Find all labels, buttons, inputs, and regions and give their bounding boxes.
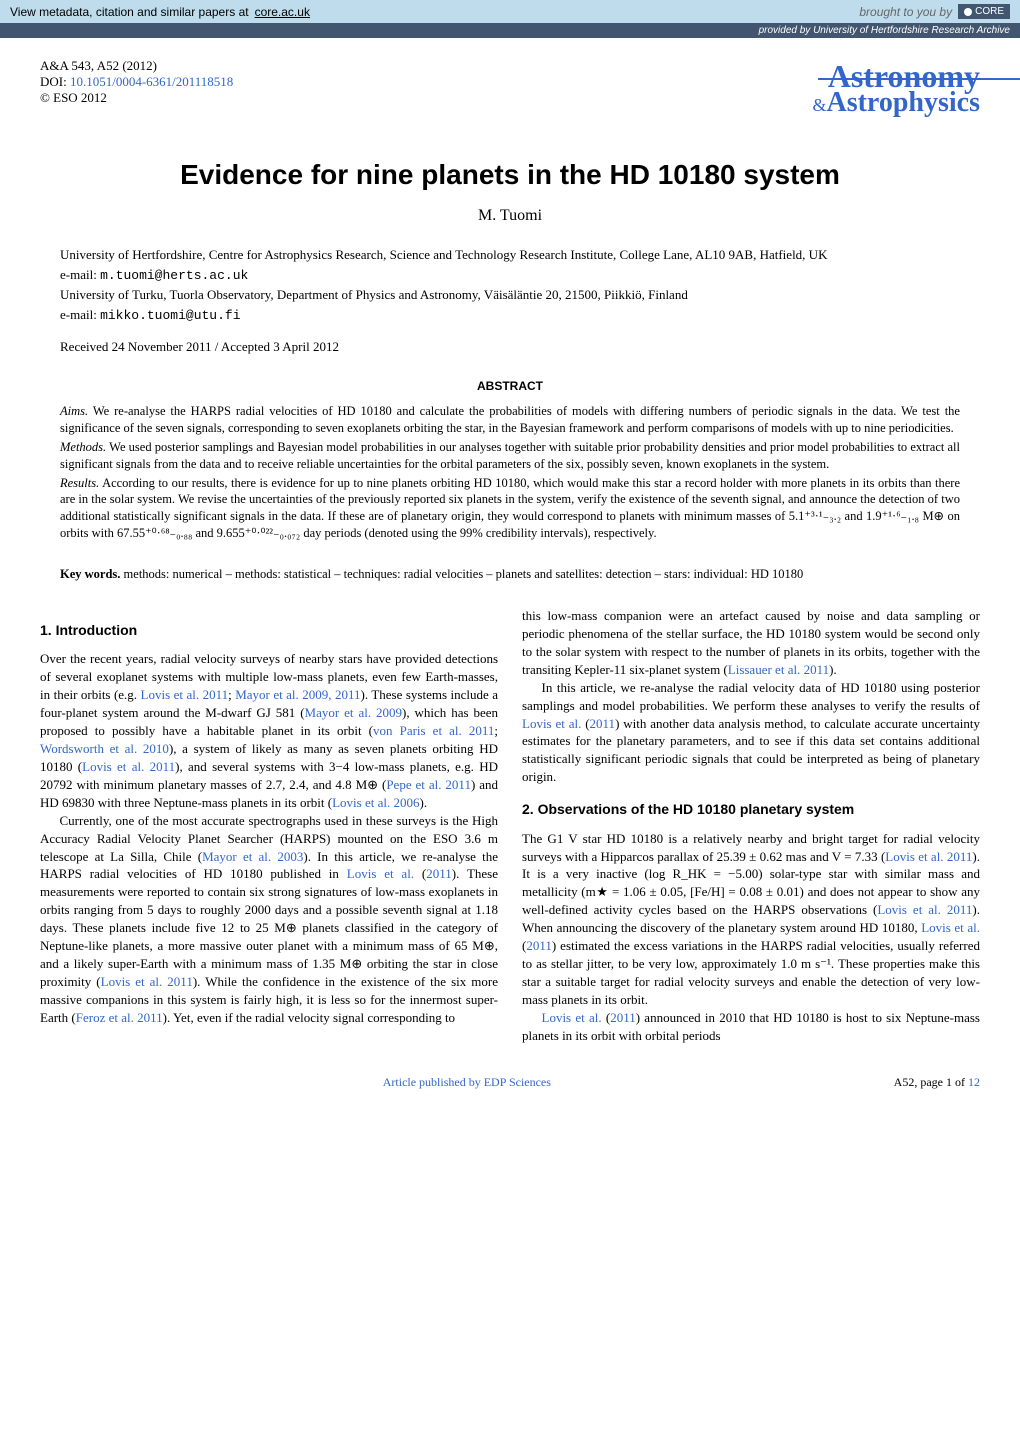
col2-para-2: In this article, we re-analyse the radia… (522, 679, 980, 787)
section-2-heading: 2. Observations of the HD 10180 planetar… (522, 800, 980, 819)
journal-logo: Astronomy &Astrophysics (812, 58, 980, 119)
title-block: Evidence for nine planets in the HD 1018… (40, 159, 980, 225)
col2-para-1: this low-mass companion were an artefact… (522, 607, 980, 679)
keywords-label: Key words. (60, 567, 120, 581)
core-label: CORE (975, 6, 1004, 17)
provider-text: provided by University of Hertfordshire … (759, 25, 1010, 36)
affiliation-2: University of Turku, Tuorla Observatory,… (60, 285, 960, 305)
core-badge[interactable]: CORE (958, 4, 1010, 19)
column-right: this low-mass companion were an artefact… (522, 607, 980, 1045)
header-meta: A&A 543, A52 (2012) DOI: 10.1051/0004-63… (40, 58, 233, 106)
author: M. Tuomi (40, 207, 980, 225)
affiliations: University of Hertfordshire, Centre for … (60, 245, 960, 325)
received-date: Received 24 November 2011 / Accepted 3 A… (60, 339, 960, 355)
keywords-text: methods: numerical – methods: statistica… (124, 567, 804, 581)
abstract-body: Aims. We re-analyse the HARPS radial vel… (60, 403, 960, 542)
s1-para-1: Over the recent years, radial velocity s… (40, 650, 498, 811)
brought-by-text: brought to you by (859, 5, 952, 19)
metadata-left: View metadata, citation and similar pape… (10, 5, 310, 19)
paper-title: Evidence for nine planets in the HD 1018… (40, 159, 980, 191)
s2-para-1: The G1 V star HD 10180 is a relatively n… (522, 830, 980, 1009)
section-1-heading: 1. Introduction (40, 621, 498, 640)
s2-para-2: Lovis et al. (2011) announced in 2010 th… (522, 1009, 980, 1045)
affiliation-1: University of Hertfordshire, Centre for … (60, 245, 960, 265)
abstract-heading: ABSTRACT (0, 379, 1020, 393)
page-footer: Article published by EDP Sciences A52, p… (40, 1075, 980, 1090)
metadata-link[interactable]: core.ac.uk (255, 5, 310, 19)
affiliation-1-email: e-mail: m.tuomi@herts.ac.uk (60, 265, 960, 286)
provider-bar: provided by University of Hertfordshire … (0, 23, 1020, 38)
metadata-bar: View metadata, citation and similar pape… (0, 0, 1020, 23)
affiliation-2-email: e-mail: mikko.tuomi@utu.fi (60, 305, 960, 326)
paper-header: A&A 543, A52 (2012) DOI: 10.1051/0004-63… (0, 38, 1020, 129)
column-left: 1. Introduction Over the recent years, r… (40, 607, 498, 1045)
abstract-methods: Methods. We used posterior samplings and… (60, 439, 960, 473)
core-icon (964, 8, 972, 16)
abstract-results: Results. According to our results, there… (60, 475, 960, 543)
page-number: A52, page 1 of 12 (894, 1075, 980, 1090)
logo-astronomy: Astronomy (812, 58, 980, 95)
doi-line: DOI: 10.1051/0004-6361/201118518 (40, 74, 233, 90)
journal-ref: A&A 543, A52 (2012) (40, 58, 233, 74)
doi-label: DOI: (40, 74, 67, 89)
s1-para-2: Currently, one of the most accurate spec… (40, 812, 498, 1027)
keywords: Key words. methods: numerical – methods:… (60, 566, 960, 583)
body-columns: 1. Introduction Over the recent years, r… (40, 607, 980, 1045)
copyright: © ESO 2012 (40, 90, 233, 106)
metadata-right: brought to you by CORE (859, 4, 1010, 19)
doi-link[interactable]: 10.1051/0004-6361/201118518 (70, 74, 233, 89)
metadata-text: View metadata, citation and similar pape… (10, 5, 249, 19)
publisher-link[interactable]: Article published by EDP Sciences (383, 1075, 551, 1090)
abstract-aims: Aims. We re-analyse the HARPS radial vel… (60, 403, 960, 437)
